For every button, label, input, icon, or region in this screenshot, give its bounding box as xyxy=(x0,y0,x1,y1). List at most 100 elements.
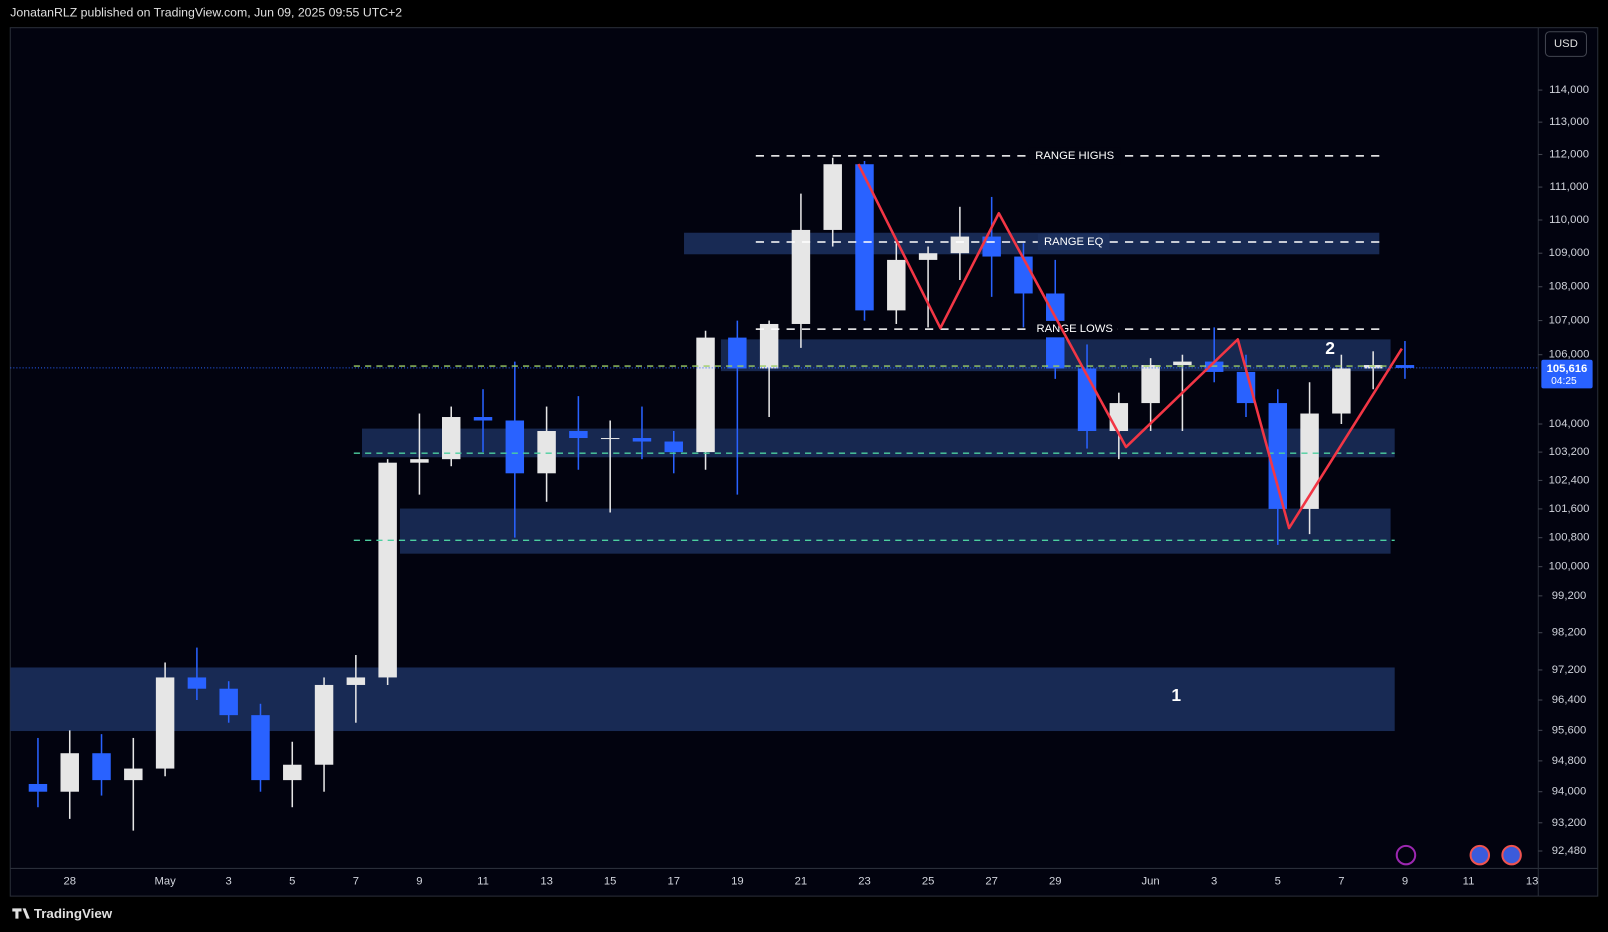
event-icon[interactable] xyxy=(1501,844,1522,866)
x-tick-label: 21 xyxy=(795,876,808,888)
zone-1 xyxy=(10,667,1395,732)
candle-body xyxy=(283,764,302,781)
y-tick-label: 110,000 xyxy=(1549,214,1589,226)
candle-body xyxy=(600,438,620,440)
x-tick-label: 5 xyxy=(289,876,295,888)
candle-body xyxy=(251,715,270,781)
candle-body xyxy=(60,753,79,792)
candle-body xyxy=(124,768,143,781)
x-tick-label: 19 xyxy=(731,876,744,888)
x-tick-label: Jun xyxy=(1142,876,1160,888)
candle-body xyxy=(92,753,111,781)
candle-body xyxy=(632,438,652,442)
candle-body xyxy=(537,431,556,474)
y-tick-label: 100,000 xyxy=(1549,561,1590,573)
x-tick-label: 28 xyxy=(63,876,76,888)
x-tick-label: 13 xyxy=(540,876,553,888)
axes: 114,000 113,000 112,000 111,000 110,000 109,0… xyxy=(10,84,1593,888)
range-highs-label: RANGE HIGHS xyxy=(1035,150,1114,162)
candle-body xyxy=(441,417,461,460)
candle-body xyxy=(664,441,683,453)
y-tick-label: 98,200 xyxy=(1552,627,1586,639)
candle-body xyxy=(1236,371,1256,404)
candle-body xyxy=(1204,361,1224,372)
candle-body xyxy=(759,323,779,369)
zone-1-label: 1 xyxy=(1171,685,1181,705)
x-tick-label: 5 xyxy=(1275,876,1281,888)
candle-body xyxy=(1109,403,1129,432)
candle-body xyxy=(314,684,334,765)
candle-body xyxy=(505,420,525,474)
candle-body xyxy=(855,164,874,311)
x-tick-label: 27 xyxy=(985,876,998,888)
last-price-label: 105,616 xyxy=(1547,363,1588,375)
candle-body xyxy=(791,229,811,324)
candle-body xyxy=(155,677,175,769)
candle-body xyxy=(918,253,938,260)
candle-body xyxy=(950,236,970,254)
y-tick-label: 97,200 xyxy=(1552,664,1586,676)
candle-body xyxy=(1363,365,1383,369)
y-tick-label: 114,000 xyxy=(1549,84,1589,96)
x-tick-label: 3 xyxy=(1211,876,1217,888)
x-tick-label: 29 xyxy=(1049,876,1062,888)
candle-body xyxy=(569,431,588,439)
y-tick-label: 108,000 xyxy=(1549,281,1590,293)
x-tick-label: 7 xyxy=(353,876,359,888)
countdown-label: 04:25 xyxy=(1551,376,1577,387)
x-tick-label: 23 xyxy=(858,876,871,888)
x-tick-label: 11 xyxy=(477,876,489,888)
brand-logo xyxy=(12,908,30,919)
candle-body xyxy=(346,677,366,685)
candle-body xyxy=(28,783,48,792)
y-tick-label: 93,200 xyxy=(1552,817,1586,829)
candle-body xyxy=(1141,365,1160,404)
y-tick-label: 103,200 xyxy=(1549,446,1590,458)
y-tick-label: 111,000 xyxy=(1549,181,1588,193)
candle-body xyxy=(378,462,397,678)
candles xyxy=(28,157,1415,831)
candle-body xyxy=(410,459,429,463)
currency-button[interactable] xyxy=(1544,31,1587,57)
x-tick-label: 13 xyxy=(1526,876,1539,888)
zone xyxy=(362,428,1395,458)
x-tick-label: May xyxy=(154,876,176,888)
range-eq-label: RANGE EQ xyxy=(1044,236,1104,248)
currency-label[interactable]: USD xyxy=(1554,38,1578,50)
y-tick-label: 96,400 xyxy=(1552,694,1586,706)
last-price-box xyxy=(1541,359,1593,389)
label-bg xyxy=(1028,147,1121,165)
x-tick-label: 3 xyxy=(226,876,232,888)
candle-body xyxy=(219,688,238,716)
candle-body xyxy=(823,164,842,230)
y-tick-label: 109,000 xyxy=(1549,247,1590,259)
zone-2-label: 2 xyxy=(1325,338,1335,358)
x-tick-label: 25 xyxy=(922,876,935,888)
x-tick-label: 11 xyxy=(1463,876,1475,888)
candle-body xyxy=(1173,361,1192,366)
ideas-icon[interactable] xyxy=(1395,844,1417,866)
candle-body xyxy=(728,337,747,369)
label-bg xyxy=(1031,320,1118,338)
y-tick-label: 104,000 xyxy=(1549,418,1590,430)
zigzag-drawing xyxy=(857,163,1403,530)
y-tick-label: 95,600 xyxy=(1552,724,1586,736)
x-tick-label: 17 xyxy=(667,876,680,888)
y-tick-label: 101,600 xyxy=(1549,503,1590,515)
brand-name: TradingView xyxy=(34,906,113,921)
y-tick-label: 113,000 xyxy=(1549,116,1589,128)
candle-body xyxy=(473,417,493,421)
candle-body xyxy=(187,677,207,689)
candle-body xyxy=(1300,413,1319,509)
chart-frame xyxy=(9,27,1599,897)
candle-body xyxy=(1332,368,1351,414)
candle-body xyxy=(1014,256,1033,294)
y-tick-label: 94,000 xyxy=(1552,786,1586,798)
y-tick-label: 100,800 xyxy=(1549,532,1590,544)
candle-body xyxy=(696,337,715,453)
header-text: JonatanRLZ published on TradingView.com,… xyxy=(10,6,402,20)
event-icon[interactable] xyxy=(1469,844,1491,866)
